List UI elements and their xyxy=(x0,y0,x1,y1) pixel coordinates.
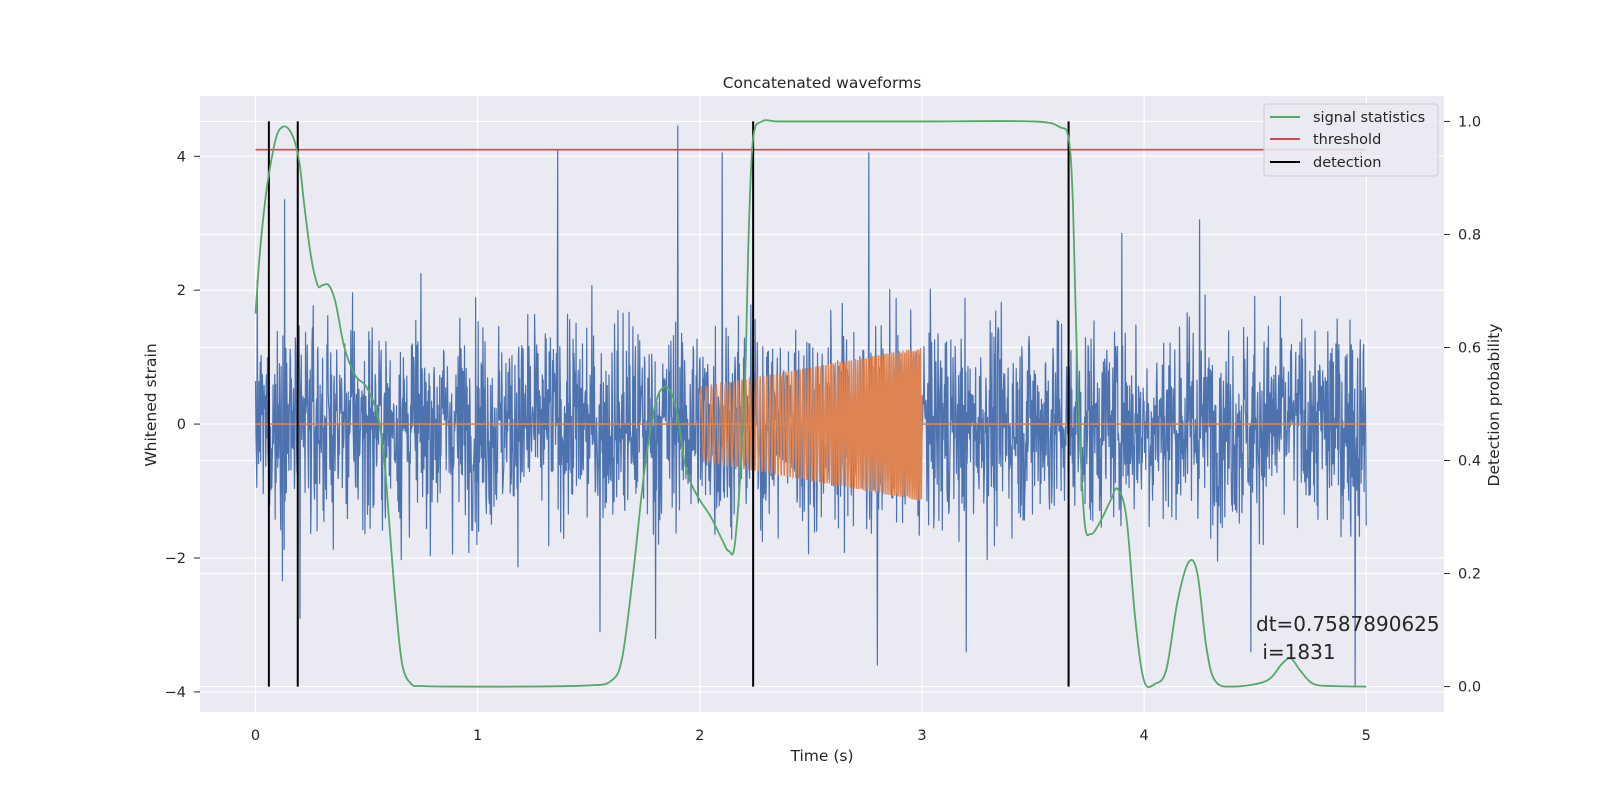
legend-label-detection: detection xyxy=(1313,155,1381,171)
y-tick-label-right-4: 0.8 xyxy=(1458,227,1481,243)
annotation-i: i=1831 xyxy=(1256,640,1336,664)
legend-label-threshold: threshold xyxy=(1313,132,1381,148)
chart-title: Concatenated waveforms xyxy=(723,74,922,92)
y-tick-label-right-1: 0.2 xyxy=(1458,567,1481,583)
legend: signal statistics threshold detection xyxy=(1263,103,1439,177)
legend-label-signal-statistics: signal statistics xyxy=(1313,110,1425,126)
x-tick-label-4: 4 xyxy=(1139,728,1148,744)
grid-lines xyxy=(200,96,1444,712)
y-tick-label-right-0: 0.0 xyxy=(1458,680,1481,696)
y-tick-label-left-2: 0 xyxy=(177,417,186,433)
x-tick-label-1: 1 xyxy=(473,728,482,744)
x-tick-label-3: 3 xyxy=(917,728,926,744)
legend-box xyxy=(1263,103,1439,177)
x-axis-label: Time (s) xyxy=(789,747,853,765)
tick-labels: 0 1 2 3 4 5 −4 −2 0 2 4 0.0 0.2 0.4 0.6 0.8 1.0 xyxy=(165,114,1481,744)
series-layer xyxy=(254,119,1367,688)
y-tick-label-left-3: 2 xyxy=(177,283,186,299)
y-tick-label-left-1: −2 xyxy=(165,551,186,567)
y-tick-label-left-4: 4 xyxy=(177,149,186,165)
chart-annotation: dt=0.7587890625 i=1831 xyxy=(1256,612,1440,664)
y-tick-label-right-2: 0.4 xyxy=(1458,454,1481,470)
x-tick-label-5: 5 xyxy=(1362,728,1371,744)
y-tick-label-right-3: 0.6 xyxy=(1458,340,1481,356)
x-tick-label-0: 0 xyxy=(251,728,260,744)
annotation-dt: dt=0.7587890625 xyxy=(1256,612,1440,636)
series-signal-statistics-line xyxy=(254,119,1367,688)
y-axis-label-left: Whitened strain xyxy=(142,343,160,466)
y-tick-label-right-5: 1.0 xyxy=(1458,114,1481,130)
y-axis-label-right: Detection probability xyxy=(1485,324,1503,487)
series-injection-chirp xyxy=(699,348,923,501)
x-tick-label-2: 2 xyxy=(695,728,704,744)
y-tick-label-left-0: −4 xyxy=(165,685,186,701)
